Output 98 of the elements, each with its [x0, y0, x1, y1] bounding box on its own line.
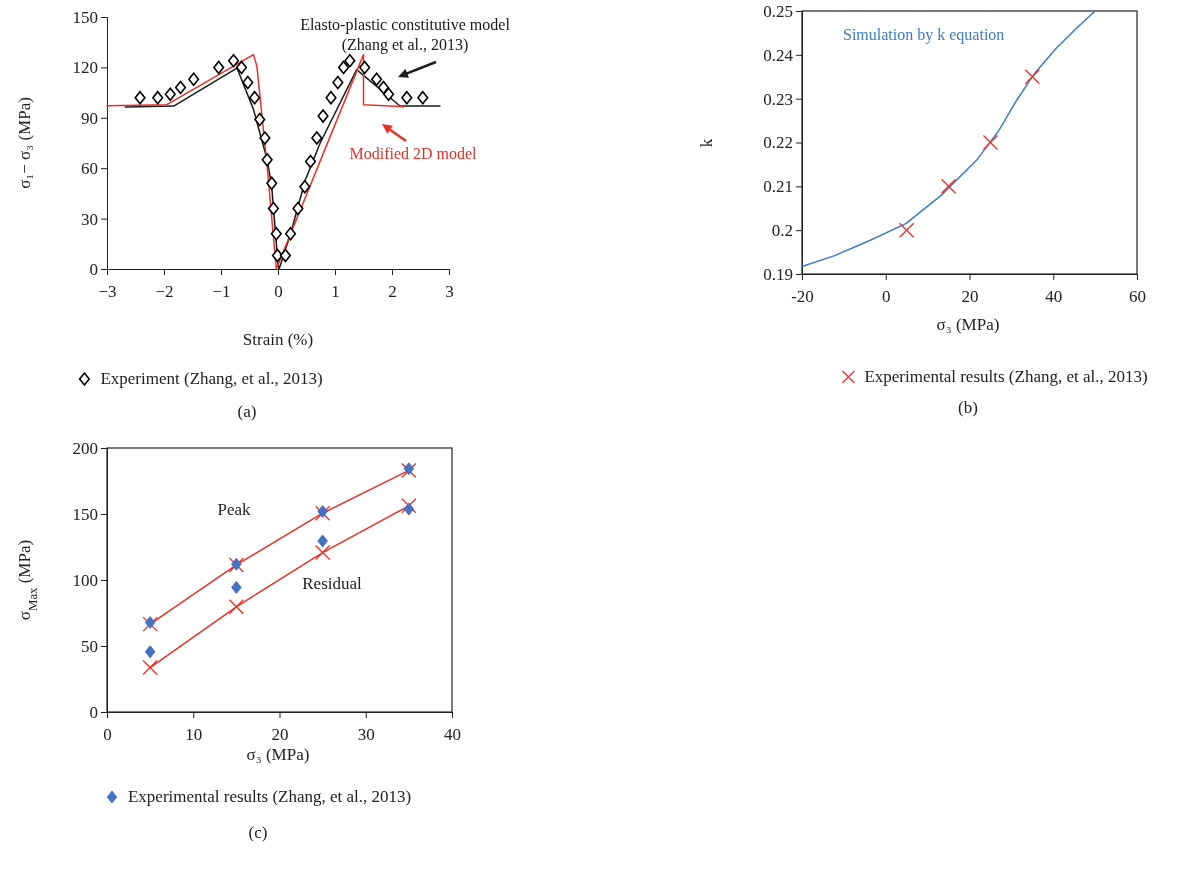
point: [401, 498, 417, 514]
point: [332, 75, 344, 90]
line-series: [801, 10, 1096, 268]
point: [164, 87, 176, 102]
x-tick-label: 10: [185, 724, 203, 744]
point: [982, 134, 999, 151]
y-tick-label: 0.19: [763, 264, 793, 284]
point: [228, 599, 245, 615]
point: [213, 60, 225, 75]
point: [134, 90, 146, 105]
point: [304, 154, 317, 169]
text: (a): [237, 402, 257, 421]
text: Simulation by k equation: [843, 26, 1005, 44]
y-tick-label: 150: [72, 504, 98, 524]
point: [142, 659, 158, 676]
point: [235, 60, 248, 75]
text: (b): [958, 398, 978, 417]
point: [188, 72, 200, 86]
legend-label: Experiment (Zhang, et al., 2013): [100, 369, 323, 388]
point: [249, 90, 261, 105]
point: [174, 80, 187, 95]
y-tick-label: 0.25: [763, 1, 793, 21]
legend-label: Experimental results (Zhang, et al., 2013): [864, 367, 1148, 386]
x-tick-label: 20: [271, 724, 289, 744]
x-tick-label: -20: [791, 286, 814, 306]
point: [267, 201, 280, 216]
y-tick-label: 90: [81, 108, 98, 128]
point: [144, 645, 156, 659]
point: [1024, 69, 1040, 85]
y-tick-label: 0: [89, 702, 98, 722]
point: [940, 178, 957, 194]
point: [152, 90, 164, 105]
point: [284, 226, 297, 241]
point: [271, 248, 284, 263]
x-tick-label: −2: [155, 281, 174, 301]
text: (c): [248, 823, 268, 842]
x-tick-label: 40: [1045, 286, 1063, 306]
x-tick-label: 0: [103, 724, 112, 744]
point: [231, 580, 242, 594]
y-tick-label: 0.23: [763, 89, 793, 109]
x-axis-title: σ₃ (MPa): [936, 315, 1000, 334]
point: [259, 131, 271, 145]
x-tick-label: −3: [98, 281, 117, 301]
x-tick-label: 1: [331, 281, 340, 301]
series-label: Modified 2D model: [349, 145, 478, 162]
y-tick-label: 50: [81, 636, 98, 656]
point: [279, 248, 292, 263]
point: [344, 53, 356, 68]
x-tick-label: 30: [357, 724, 375, 744]
point: [311, 131, 323, 145]
y-tick-label: 0.22: [763, 133, 793, 153]
y-tick-label: 0.21: [763, 177, 793, 197]
y-tick-label: 200: [72, 438, 98, 458]
point: [261, 153, 273, 167]
y-tick-label: 100: [72, 570, 98, 590]
x-axis-title: Strain (%): [242, 330, 314, 349]
point: [337, 60, 350, 75]
x-tick-label: 3: [445, 281, 454, 301]
point: [403, 502, 415, 516]
y-tick-label: 150: [72, 7, 98, 27]
point: [317, 534, 328, 548]
x-tick-label: 20: [961, 286, 979, 306]
x-axis-title: σ₃ (MPa): [246, 745, 310, 764]
point: [270, 226, 282, 241]
y-axis-title: σ₁− σ₃ (MPa): [15, 97, 34, 189]
x-tick-label: 0: [274, 281, 283, 301]
point: [325, 90, 337, 105]
point: [377, 80, 390, 95]
x-tick-label: 60: [1129, 286, 1146, 306]
x-tick-label: 40: [444, 724, 461, 744]
x-tick-label: −1: [212, 281, 231, 301]
text: Elasto-plastic constitutive model (Zhang et al., 2013): [300, 16, 511, 54]
point: [242, 75, 254, 90]
x-tick-label: 2: [388, 281, 397, 301]
y-tick-label: 0: [89, 259, 98, 279]
y-tick-label: 30: [81, 209, 98, 229]
point: [401, 90, 413, 105]
point: [371, 72, 383, 86]
y-tick-label: 0.24: [763, 45, 794, 65]
y-axis-title: k: [697, 138, 716, 148]
point: [359, 60, 371, 75]
point: [317, 109, 329, 123]
point: [417, 90, 429, 105]
point: [292, 201, 304, 216]
y-tick-label: 60: [81, 159, 98, 179]
point: [299, 179, 311, 194]
annotation: Peak: [217, 499, 252, 519]
point: [899, 222, 915, 238]
x-tick-label: 0: [882, 286, 891, 306]
annotation: Residual: [302, 573, 363, 593]
y-tick-label: 120: [72, 58, 98, 78]
point: [254, 112, 266, 127]
y-tick-label: 0.2: [771, 221, 793, 241]
legend-label: Experimental results (Zhang, et al., 2013): [127, 787, 412, 806]
point: [266, 176, 278, 191]
point: [382, 87, 395, 102]
point: [314, 544, 331, 561]
point: [227, 53, 240, 68]
